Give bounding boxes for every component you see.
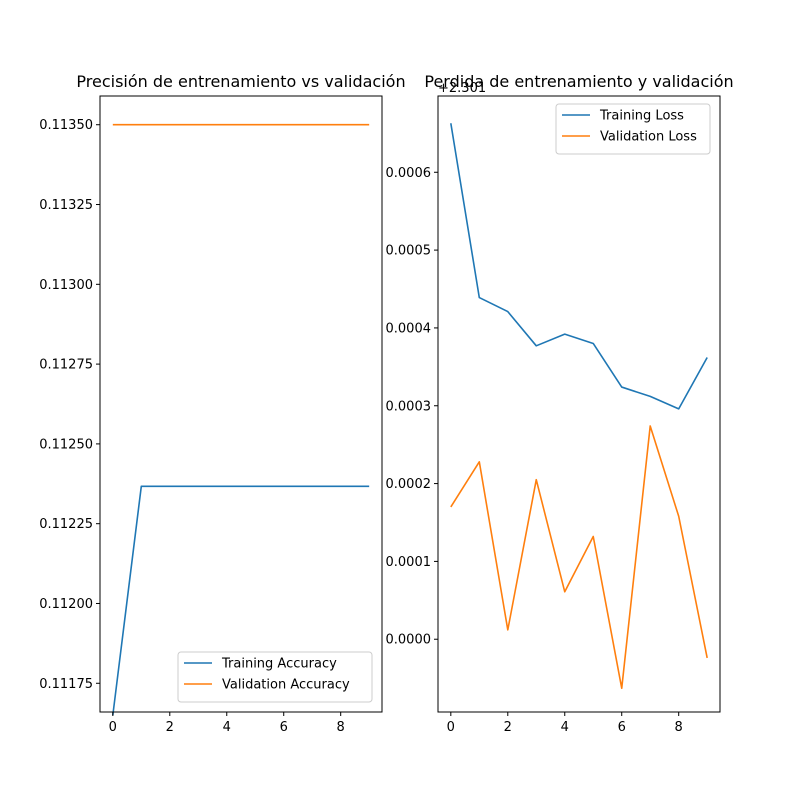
x-tick-label: 6 bbox=[618, 720, 626, 735]
legend-box bbox=[555, 103, 711, 155]
axes-frame bbox=[99, 95, 383, 713]
series-line-validation-loss bbox=[450, 425, 708, 690]
y-tick-label: 0.0006 bbox=[386, 166, 432, 181]
loss-chart: 0 2 4 6 8 0.0000 0.0001 0.0002 0.0003 0.0004 0.000… bbox=[386, 72, 734, 735]
legend-label: Validation Loss bbox=[600, 130, 697, 145]
y-tick-label: 0.0003 bbox=[386, 399, 432, 414]
y-tick-label: 0.0000 bbox=[386, 633, 432, 648]
x-tick-label: 0 bbox=[109, 720, 117, 735]
x-tick-label: 6 bbox=[280, 720, 288, 735]
axes-frame bbox=[437, 95, 721, 713]
x-tick-label: 8 bbox=[675, 720, 683, 735]
x-tick-label: 0 bbox=[447, 720, 455, 735]
legend-box bbox=[177, 651, 373, 703]
y-tick-label: 0.11175 bbox=[39, 677, 93, 692]
chart-title: Perdida de entrenamiento y validación bbox=[424, 72, 733, 91]
legend-label: Training Loss bbox=[599, 109, 684, 124]
legend-label: Training Accuracy bbox=[221, 657, 337, 672]
y-tick-label: 0.0001 bbox=[386, 555, 432, 570]
series-line-training-loss bbox=[450, 123, 708, 410]
legend-label: Validation Accuracy bbox=[222, 678, 350, 693]
y-tick-label: 0.11225 bbox=[39, 517, 93, 532]
y-tick-label: 0.11200 bbox=[39, 597, 93, 612]
y-tick-label: 0.0005 bbox=[386, 244, 432, 259]
legend: Training Accuracy Validation Accuracy bbox=[177, 651, 373, 703]
x-tick-label: 2 bbox=[504, 720, 512, 735]
y-tick-label: 0.11350 bbox=[39, 118, 93, 133]
y-tick-label: 0.11275 bbox=[39, 358, 93, 373]
y-tick-label: 0.11250 bbox=[39, 437, 93, 452]
y-offset-label: +2.301 bbox=[438, 81, 486, 96]
x-tick-label: 2 bbox=[166, 720, 174, 735]
x-tick-label: 4 bbox=[223, 720, 231, 735]
y-tick-label: 0.11325 bbox=[39, 198, 93, 213]
chart-title: Precisión de entrenamiento vs validación bbox=[76, 72, 405, 91]
y-tick-label: 0.0004 bbox=[386, 321, 432, 336]
y-tick-label: 0.11300 bbox=[39, 278, 93, 293]
y-tick-label: 0.0002 bbox=[386, 477, 432, 492]
accuracy-chart: 0 2 4 6 8 0.11175 0.11200 0.11225 0.11250 0.11275… bbox=[39, 72, 405, 735]
legend: Training Loss Validation Loss bbox=[555, 103, 711, 155]
series-line-training-accuracy bbox=[112, 485, 370, 716]
x-tick-label: 8 bbox=[337, 720, 345, 735]
x-tick-label: 4 bbox=[561, 720, 569, 735]
